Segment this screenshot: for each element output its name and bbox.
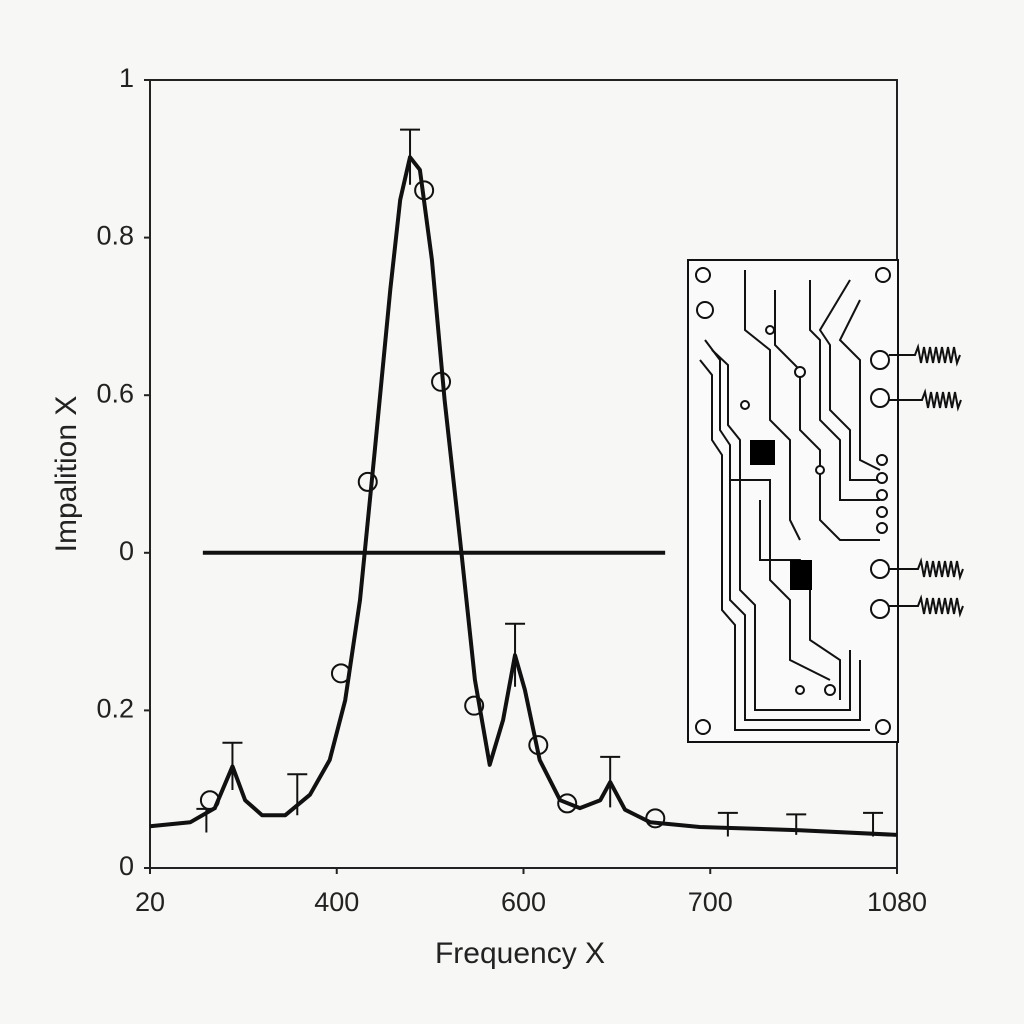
y-tick-label: 0.6 (96, 378, 134, 408)
y-tick-label: 0.2 (96, 694, 134, 724)
y-tick-label: 0 (119, 851, 134, 881)
data-marker (528, 735, 549, 756)
x-tick-label: 400 (314, 887, 359, 917)
error-bar (505, 622, 526, 687)
data-marker (330, 663, 351, 684)
data-marker (464, 695, 485, 716)
x-tick-label: 1080 (867, 887, 927, 917)
x-axis-label: Frequency X (435, 937, 605, 970)
x-tick-label: 600 (501, 887, 546, 917)
y-tick-label: 0.8 (96, 221, 134, 251)
circuit-board-inset (687, 259, 964, 743)
y-tick-label: 0 (119, 536, 134, 566)
y-axis-label: Impalition X (50, 396, 83, 553)
y-tick-label: 1 (119, 63, 134, 93)
error-bar (600, 755, 621, 808)
error-bar (786, 813, 807, 835)
data-line (149, 155, 898, 837)
data-marker (357, 471, 378, 492)
error-bar (863, 811, 884, 837)
data-marker (431, 371, 452, 392)
error-bar (196, 807, 217, 833)
x-tick-label: 20 (135, 887, 165, 917)
data-marker (557, 793, 578, 814)
data-marker (645, 808, 666, 829)
error-bar (717, 811, 738, 837)
data-marker (414, 180, 435, 201)
data-marker (199, 790, 220, 811)
x-tick-label: 700 (688, 887, 733, 917)
error-bar (222, 741, 243, 790)
error-bar (400, 128, 421, 185)
error-bar (287, 773, 308, 816)
